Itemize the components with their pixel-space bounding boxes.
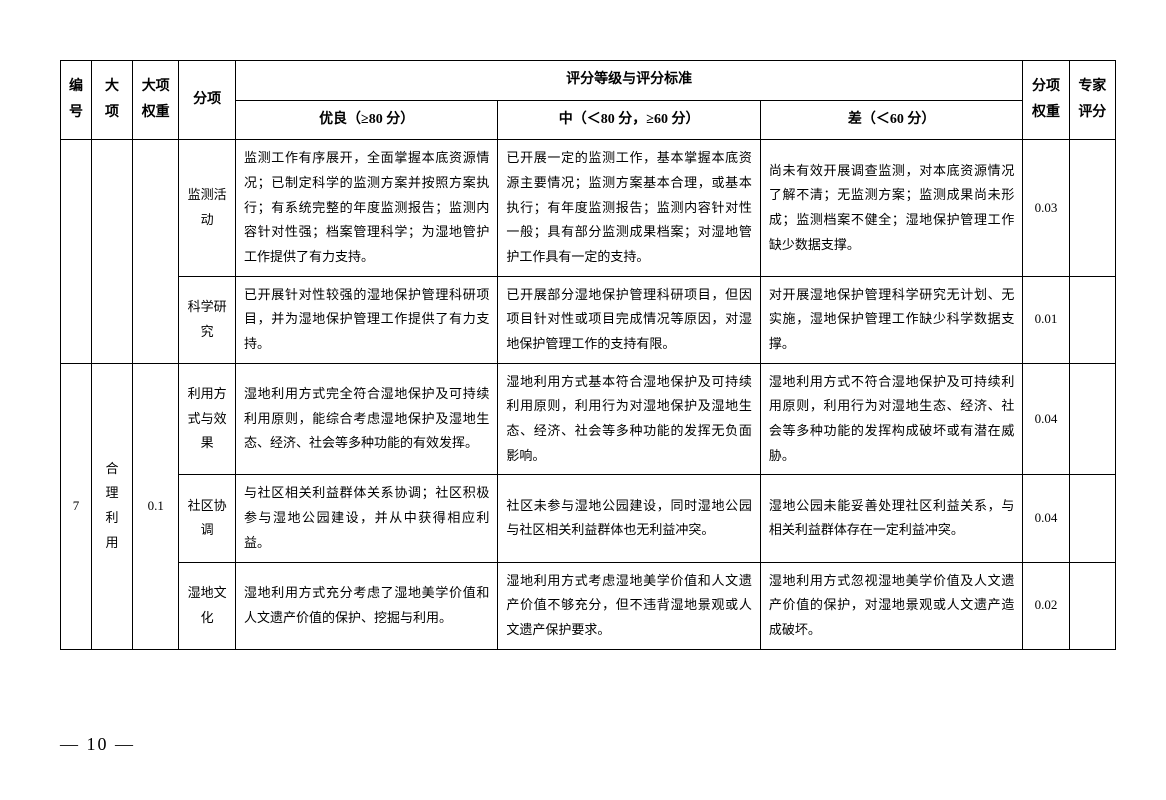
cell-w1 [133,140,179,364]
th-good: 优良（≥80 分） [235,100,497,140]
th-num: 编号 [61,61,92,140]
cell-mid: 已开展一定的监测工作，基本掌握本底资源主要情况；监测方案基本合理，或基本执行；有… [498,140,760,276]
th-cat: 大项 [91,61,132,140]
cell-w1: 0.1 [133,363,179,649]
th-sub: 分项 [179,61,236,140]
cell-mid: 湿地利用方式考虑湿地美学价值和人文遗产价值不够充分，但不违背湿地景观或人文遗产保… [498,562,760,649]
cell-w2: 0.04 [1023,363,1069,475]
table-row: 湿地文化 湿地利用方式充分考虑了湿地美学价值和人文遗产价值的保护、挖掘与利用。 … [61,562,1116,649]
cell-good: 湿地利用方式充分考虑了湿地美学价值和人文遗产价值的保护、挖掘与利用。 [235,562,497,649]
cell-score [1069,363,1115,475]
th-w1: 大项权重 [133,61,179,140]
page-number: — 10 — [60,734,135,755]
cell-bad: 湿地利用方式不符合湿地保护及可持续利用原则，利用行为对湿地生态、经济、社会等多种… [760,363,1022,475]
table-row: 科学研究 已开展针对性较强的湿地保护管理科研项目，并为湿地保护管理工作提供了有力… [61,276,1116,363]
cell-good: 与社区相关利益群体关系协调；社区积极参与湿地公园建设，并从中获得相应利益。 [235,475,497,562]
cell-w2: 0.02 [1023,562,1069,649]
cell-w2: 0.01 [1023,276,1069,363]
th-levels: 评分等级与评分标准 [235,61,1022,101]
cell-sub: 利用方式与效果 [179,363,236,475]
cell-score [1069,140,1115,276]
th-w2: 分项权重 [1023,61,1069,140]
cell-score [1069,475,1115,562]
cell-mid: 已开展部分湿地保护管理科研项目，但因项目针对性或项目完成情况等原因，对湿地保护管… [498,276,760,363]
page: 编号 大项 大项权重 分项 评分等级与评分标准 分项权重 专家评分 优良（≥80… [0,0,1166,800]
table-row: 7 合理利用 0.1 利用方式与效果 湿地利用方式完全符合湿地保护及可持续利用原… [61,363,1116,475]
th-mid: 中（＜80 分，≥60 分） [498,100,760,140]
cell-bad: 对开展湿地保护管理科学研究无计划、无实施，湿地保护管理工作缺少科学数据支撑。 [760,276,1022,363]
cell-mid: 社区未参与湿地公园建设，同时湿地公园与社区相关利益群体也无利益冲突。 [498,475,760,562]
cell-sub: 社区协调 [179,475,236,562]
cell-w2: 0.04 [1023,475,1069,562]
cell-num: 7 [61,363,92,649]
cell-score [1069,276,1115,363]
cell-bad: 尚未有效开展调查监测，对本底资源情况了解不清；无监测方案；监测成果尚未形成；监测… [760,140,1022,276]
cell-good: 监测工作有序展开，全面掌握本底资源情况；已制定科学的监测方案并按照方案执行；有系… [235,140,497,276]
th-bad: 差（＜60 分） [760,100,1022,140]
cell-num [61,140,92,364]
cell-score [1069,562,1115,649]
th-score: 专家评分 [1069,61,1115,140]
cell-cat [91,140,132,364]
evaluation-table: 编号 大项 大项权重 分项 评分等级与评分标准 分项权重 专家评分 优良（≥80… [60,60,1116,650]
cell-cat: 合理利用 [91,363,132,649]
cell-sub: 湿地文化 [179,562,236,649]
cell-mid: 湿地利用方式基本符合湿地保护及可持续利用原则，利用行为对湿地保护及湿地生态、经济… [498,363,760,475]
table-row: 社区协调 与社区相关利益群体关系协调；社区积极参与湿地公园建设，并从中获得相应利… [61,475,1116,562]
cell-good: 湿地利用方式完全符合湿地保护及可持续利用原则，能综合考虑湿地保护及湿地生态、经济… [235,363,497,475]
table-row: 监测活动 监测工作有序展开，全面掌握本底资源情况；已制定科学的监测方案并按照方案… [61,140,1116,276]
cell-sub: 监测活动 [179,140,236,276]
cell-good: 已开展针对性较强的湿地保护管理科研项目，并为湿地保护管理工作提供了有力支持。 [235,276,497,363]
cell-bad: 湿地利用方式忽视湿地美学价值及人文遗产价值的保护，对湿地景观或人文遗产造成破坏。 [760,562,1022,649]
cell-bad: 湿地公园未能妥善处理社区利益关系，与相关利益群体存在一定利益冲突。 [760,475,1022,562]
cell-w2: 0.03 [1023,140,1069,276]
cell-sub: 科学研究 [179,276,236,363]
